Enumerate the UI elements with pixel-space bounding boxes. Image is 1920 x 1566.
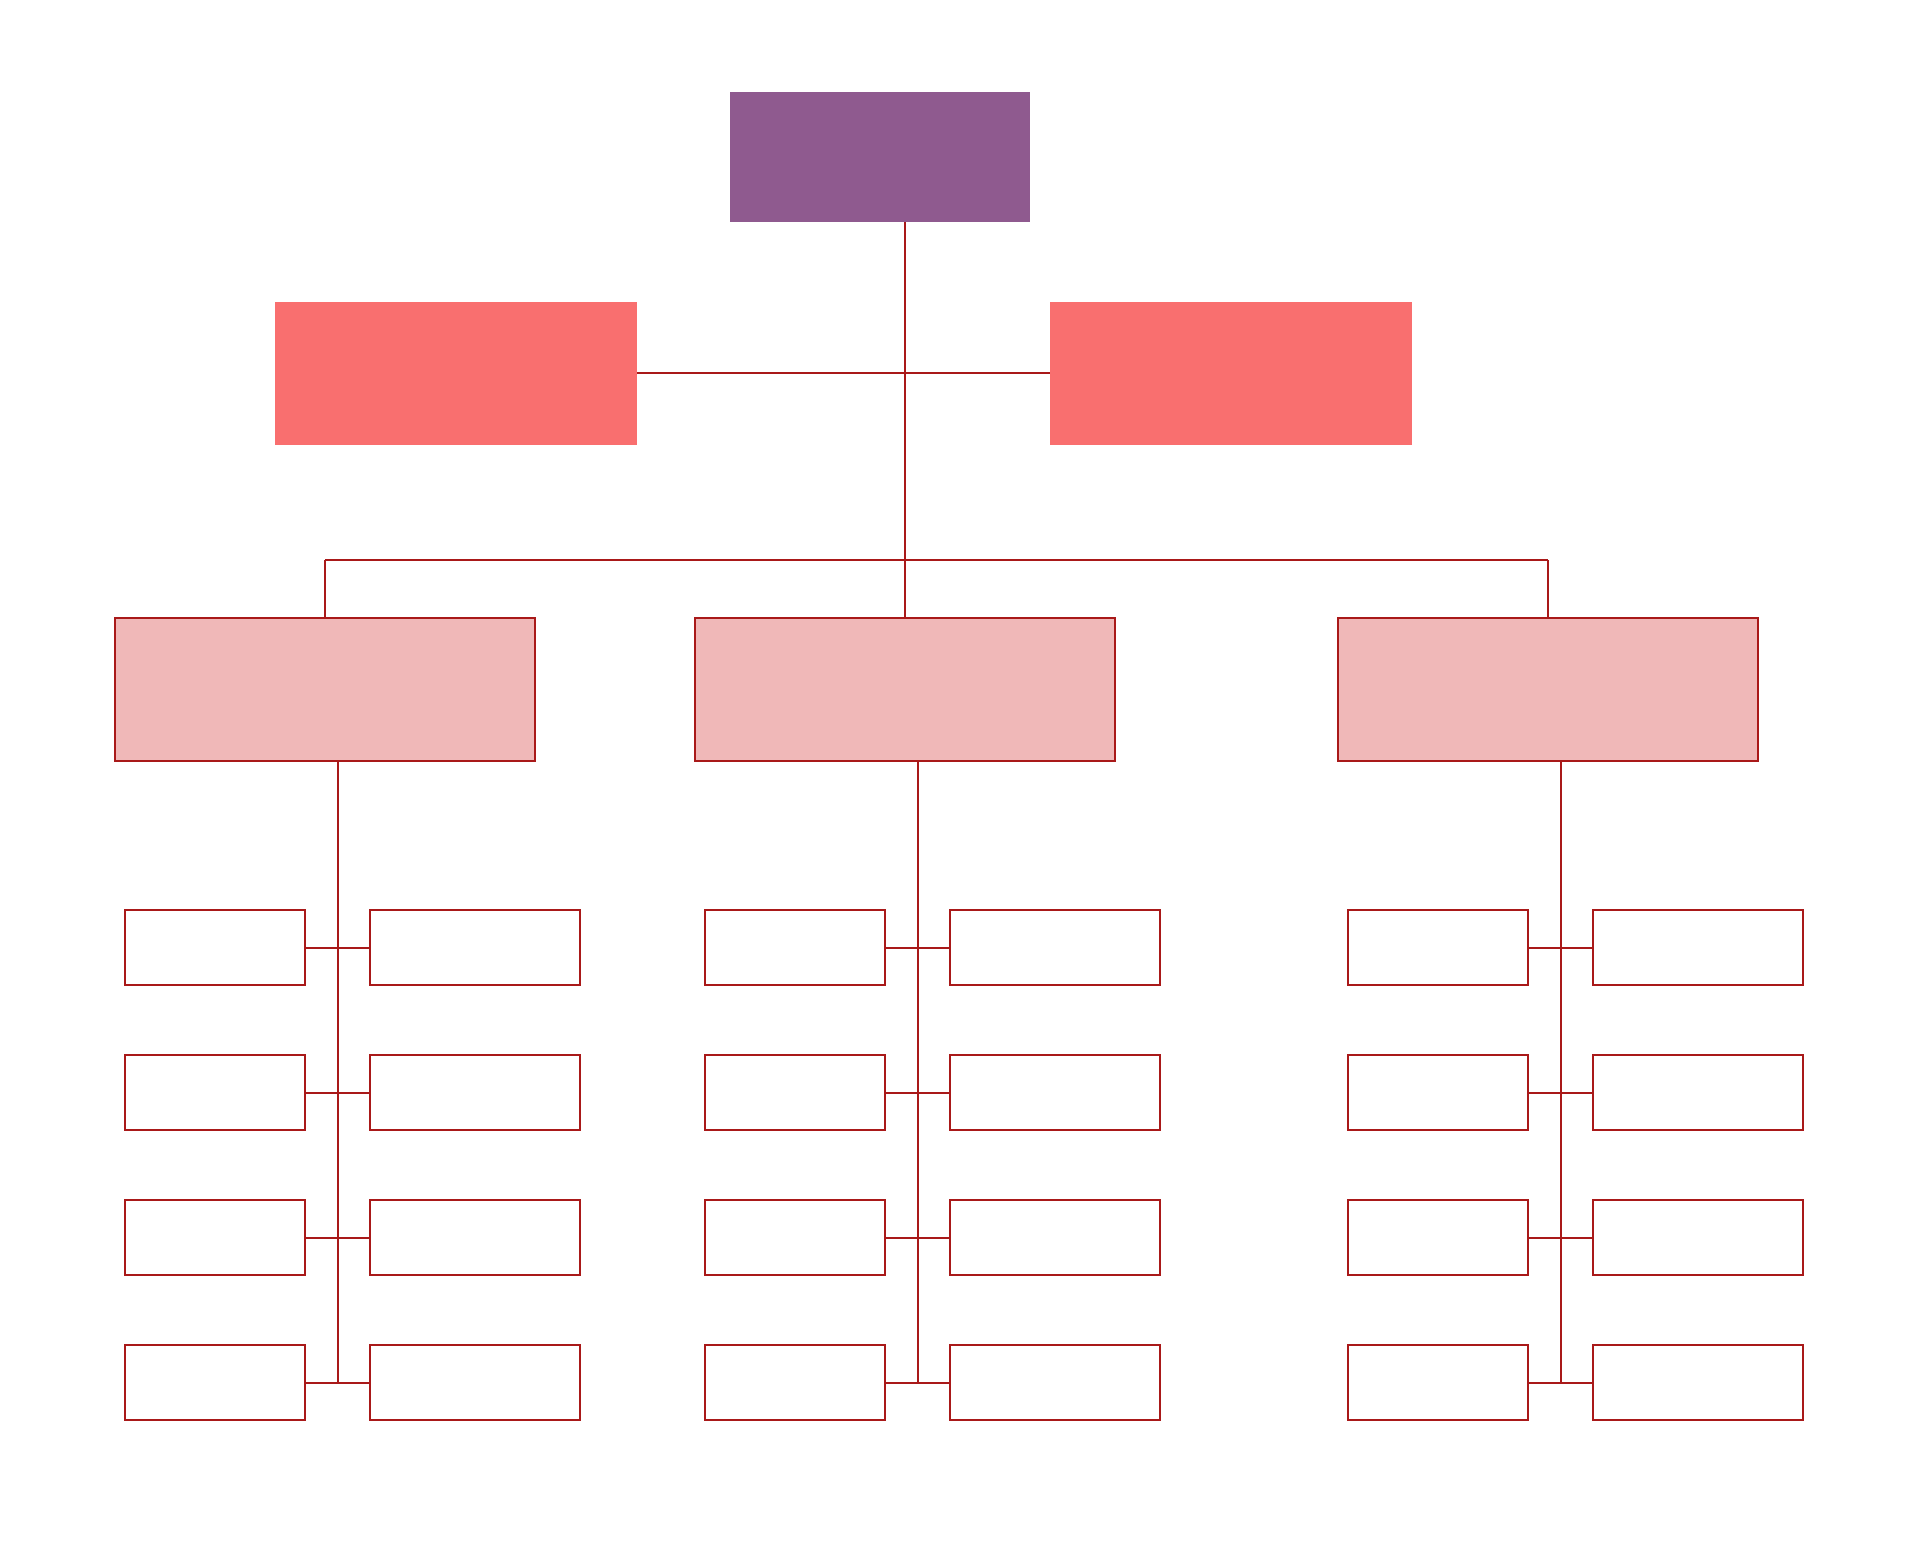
node-root — [730, 92, 1030, 222]
node-c1R — [1593, 910, 1803, 985]
node-a4R — [370, 1345, 580, 1420]
node-b3L — [705, 1200, 885, 1275]
node-b4R — [950, 1345, 1160, 1420]
node-b4L — [705, 1345, 885, 1420]
node-c2L — [1348, 1055, 1528, 1130]
node-c1L — [1348, 910, 1528, 985]
node-c3R — [1593, 1200, 1803, 1275]
node-a2L — [125, 1055, 305, 1130]
node-a2R — [370, 1055, 580, 1130]
node-a3L — [125, 1200, 305, 1275]
node-a1R — [370, 910, 580, 985]
org-chart-diagram — [0, 0, 1920, 1566]
node-b3R — [950, 1200, 1160, 1275]
node-l3a — [115, 618, 535, 761]
node-c4L — [1348, 1345, 1528, 1420]
node-c2R — [1593, 1055, 1803, 1130]
node-b2R — [950, 1055, 1160, 1130]
node-c3L — [1348, 1200, 1528, 1275]
node-a1L — [125, 910, 305, 985]
node-l3b — [695, 618, 1115, 761]
node-b2L — [705, 1055, 885, 1130]
node-l2b — [1050, 302, 1412, 445]
node-b1L — [705, 910, 885, 985]
node-c4R — [1593, 1345, 1803, 1420]
node-l3c — [1338, 618, 1758, 761]
node-b1R — [950, 910, 1160, 985]
node-l2a — [275, 302, 637, 445]
node-a4L — [125, 1345, 305, 1420]
node-a3R — [370, 1200, 580, 1275]
